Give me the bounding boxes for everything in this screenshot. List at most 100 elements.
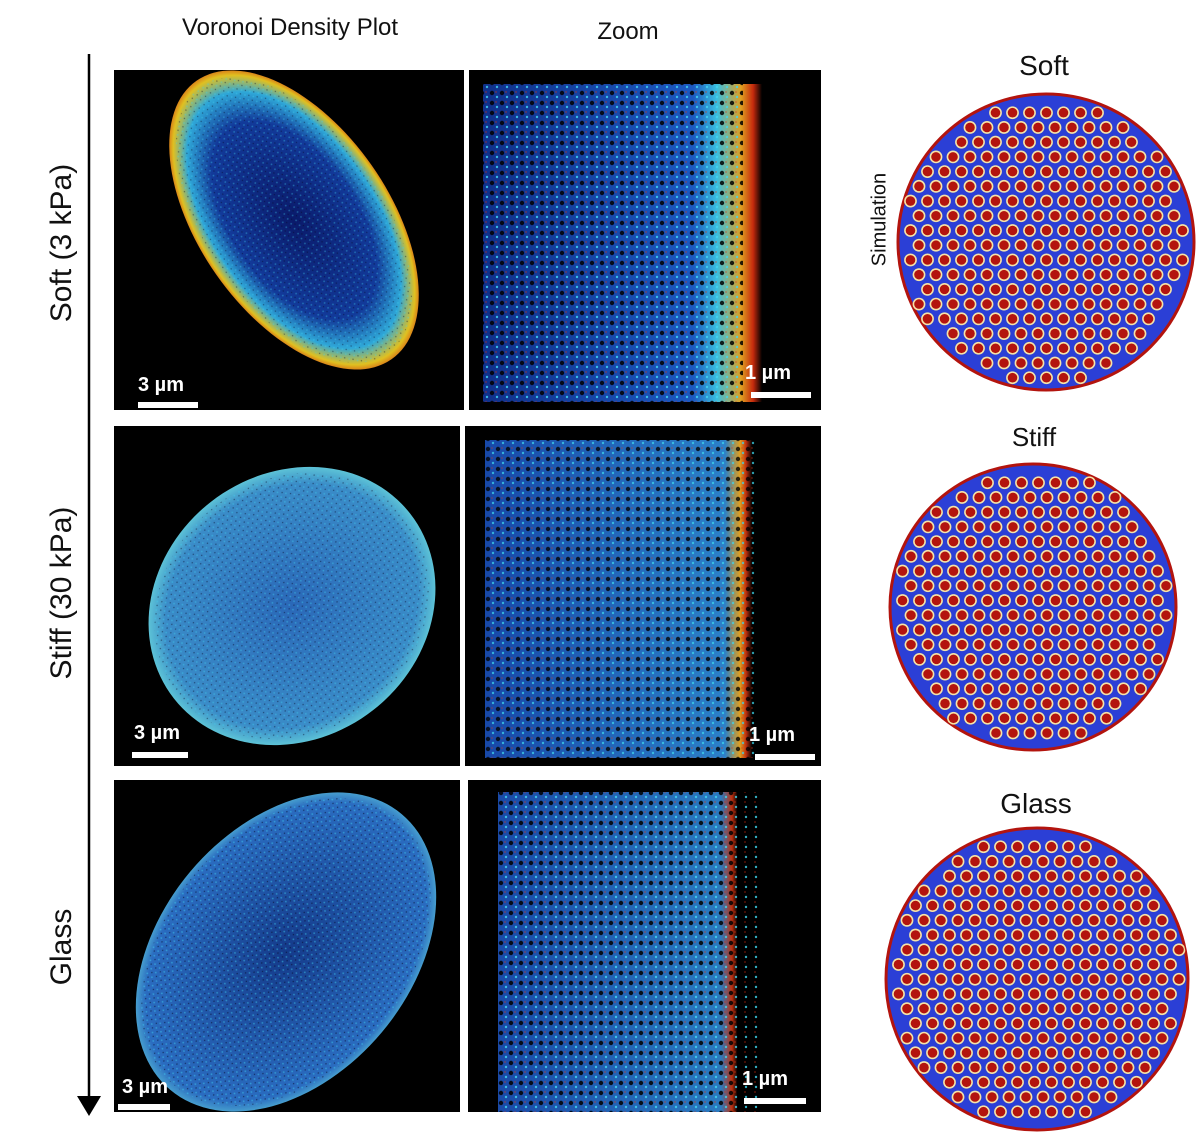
lattice-dot bbox=[1126, 255, 1137, 265]
lattice-dot bbox=[1101, 122, 1111, 133]
lattice-dot bbox=[948, 625, 959, 635]
zoom-panel-stiff: 1 µm bbox=[465, 426, 821, 766]
lattice-dot bbox=[1110, 698, 1120, 709]
lattice-dot bbox=[1033, 566, 1044, 576]
lattice-dot bbox=[973, 343, 984, 354]
row-label-glass: Glass bbox=[45, 908, 78, 986]
lattice-dot bbox=[1075, 166, 1086, 177]
lattice-dot bbox=[1025, 610, 1035, 621]
lattice-dot bbox=[1084, 210, 1094, 221]
lattice-dot bbox=[982, 684, 993, 694]
lattice-dot bbox=[931, 566, 942, 576]
lattice-dot bbox=[1157, 1033, 1167, 1043]
lattice-dot bbox=[1101, 210, 1111, 221]
lattice-dot bbox=[1021, 974, 1031, 985]
lattice-dot bbox=[970, 974, 980, 985]
lattice-dot bbox=[936, 915, 946, 926]
lattice-dot bbox=[1089, 856, 1099, 867]
lattice-dot bbox=[999, 654, 1010, 665]
lattice-dot bbox=[965, 713, 976, 724]
lattice-dot bbox=[965, 122, 975, 133]
lattice-dot bbox=[1025, 639, 1035, 650]
lattice-dot bbox=[944, 959, 955, 970]
lattice-dot bbox=[922, 225, 933, 236]
lattice-dot bbox=[1067, 358, 1077, 368]
lattice-dot bbox=[1046, 871, 1057, 881]
lattice-dot bbox=[1109, 255, 1120, 265]
lattice-dot bbox=[1080, 900, 1091, 911]
lattice-dot bbox=[1050, 152, 1060, 162]
lattice-dot bbox=[953, 1033, 963, 1043]
lattice-dot bbox=[1157, 915, 1167, 926]
lattice-dot bbox=[931, 507, 942, 517]
lattice-dot bbox=[956, 255, 967, 265]
lattice-dot bbox=[1144, 551, 1154, 562]
lattice-dot bbox=[1174, 974, 1184, 985]
lattice-dot bbox=[1041, 372, 1052, 383]
lattice-dot bbox=[1092, 196, 1103, 206]
lattice-dot bbox=[1140, 886, 1150, 896]
lattice-dot bbox=[961, 1018, 972, 1029]
lattice-dot bbox=[931, 240, 941, 251]
lattice-dot bbox=[1152, 299, 1162, 309]
lattice-dot bbox=[982, 328, 992, 339]
lattice-dot bbox=[927, 1048, 938, 1058]
lattice-dot bbox=[1029, 900, 1040, 911]
lattice-dot bbox=[1174, 944, 1184, 955]
lattice-dot bbox=[902, 1003, 912, 1014]
lattice-dot bbox=[1076, 698, 1086, 709]
lattice-dot bbox=[973, 284, 984, 295]
lattice-dot bbox=[973, 314, 984, 324]
lattice-dot bbox=[919, 974, 929, 985]
lattice-dot bbox=[1059, 580, 1069, 591]
lattice-dot bbox=[948, 536, 959, 547]
lattice-dot bbox=[1109, 225, 1120, 236]
lattice-dot bbox=[1126, 166, 1137, 177]
lattice-dot bbox=[965, 328, 975, 339]
lattice-dot bbox=[1046, 1106, 1057, 1117]
lattice-dot bbox=[1058, 284, 1069, 295]
lattice-dot bbox=[1118, 566, 1129, 576]
lattice-dot bbox=[931, 536, 942, 547]
lattice-dot bbox=[1084, 654, 1095, 665]
lattice-dot bbox=[1101, 536, 1112, 547]
voronoi-panel-glass: 3 µm bbox=[114, 780, 460, 1112]
lattice-dot bbox=[1127, 551, 1137, 562]
lattice-dot bbox=[936, 886, 946, 896]
lattice-dot bbox=[1029, 989, 1040, 999]
lattice-dot bbox=[1021, 856, 1031, 867]
simulation-side-label: Simulation bbox=[868, 172, 891, 267]
lattice-dot bbox=[914, 536, 925, 547]
simulation-circle-soft bbox=[896, 92, 1196, 392]
lattice-dot bbox=[940, 669, 950, 679]
lattice-dot bbox=[1041, 107, 1052, 118]
lattice-dot bbox=[1004, 1033, 1014, 1043]
lattice-dot bbox=[1114, 1077, 1125, 1088]
lattice-dot bbox=[1004, 1092, 1014, 1102]
lattice-dot bbox=[897, 625, 908, 635]
lattice-dot bbox=[905, 196, 916, 206]
lattice-dot bbox=[1029, 930, 1040, 940]
lattice-dot bbox=[1004, 886, 1014, 896]
lattice-dot bbox=[1050, 595, 1061, 606]
lattice-dot bbox=[953, 915, 963, 926]
lattice-dot bbox=[990, 255, 1001, 265]
lattice-dot bbox=[1050, 210, 1060, 221]
lattice-dot bbox=[1075, 372, 1086, 383]
lattice-dot bbox=[1157, 944, 1167, 955]
lattice-dot bbox=[974, 551, 984, 562]
lattice-dot bbox=[953, 1092, 963, 1102]
lattice-dot bbox=[1008, 698, 1018, 709]
zoom-density-image-soft bbox=[483, 84, 783, 402]
lattice-dot bbox=[1055, 1092, 1065, 1102]
lattice-dot bbox=[1135, 210, 1145, 221]
lattice-dot bbox=[914, 299, 924, 309]
lattice-dot bbox=[974, 580, 984, 591]
lattice-dot bbox=[1140, 1062, 1150, 1073]
lattice-dot bbox=[1004, 974, 1014, 985]
lattice-dot bbox=[923, 610, 933, 621]
lattice-dot bbox=[987, 1062, 997, 1073]
lattice-dot bbox=[956, 196, 967, 206]
lattice-dot bbox=[923, 669, 933, 679]
lattice-dot bbox=[936, 1033, 946, 1043]
